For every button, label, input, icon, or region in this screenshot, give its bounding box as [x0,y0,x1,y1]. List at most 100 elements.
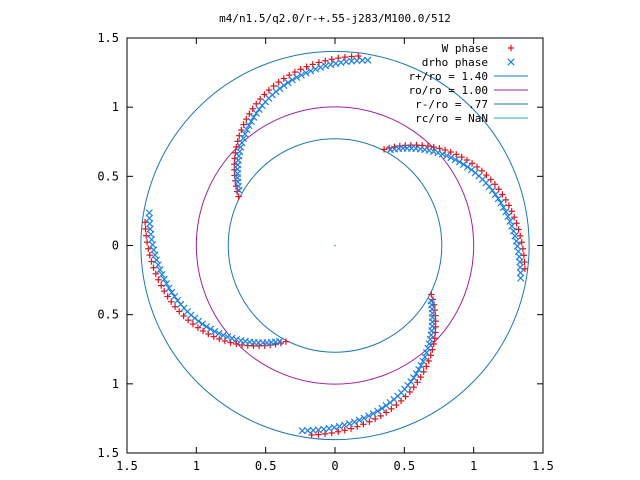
cross-b [425,340,433,348]
marker-cross [382,401,390,410]
marker-cross [419,357,427,365]
cross-b [502,208,510,216]
cross-b [243,126,251,134]
marker-cross [158,270,166,279]
marker-plus [463,156,471,164]
cross-b [219,331,227,339]
cross-b [211,327,219,335]
marker-cross [355,416,363,424]
cross-b [280,81,288,90]
cross-b [183,307,192,316]
cross-b [482,179,490,187]
marker-cross [307,67,315,75]
marker-plus [495,186,502,193]
cross-b [511,232,519,240]
cross-b [177,300,185,308]
reference-circles [140,50,530,441]
axes: 1.5 1 0.5 0 0.5 1 1.51.510.500.511.5 [97,31,554,473]
marker-plus [142,225,149,233]
cross-b [434,149,442,157]
marker-cross [243,126,251,134]
legend-marker-1 [507,58,515,66]
marker-plus [291,68,299,76]
marker-plus [518,239,525,246]
marker-cross [424,344,432,352]
marker-plus [355,52,362,60]
marker-plus [141,219,149,226]
marker-cross [170,292,179,301]
cross-b [424,344,432,352]
cross-b [463,163,472,171]
cross-b [145,209,153,217]
cross-b [330,423,338,432]
marker-cross [374,407,382,415]
marker-plus [315,431,322,438]
marker-cross [245,121,253,130]
marker-cross [504,212,512,221]
x-tick-label: 0.5 [255,459,277,473]
marker-plus [393,401,400,409]
cross-b [517,274,525,282]
x-tick-label: 1 [470,459,477,473]
cross-b [162,280,171,288]
legend-label-0: W phase [442,42,488,55]
marker-cross [350,418,359,426]
marker-plus [348,53,355,60]
marker-plus [303,63,310,70]
marker-plus [168,298,175,305]
y-tick-label: 0 [112,239,119,253]
cross-b [340,421,349,429]
y-tick-label: 0.5 [97,308,119,322]
marker-cross [443,152,451,160]
cross-b [302,69,310,77]
marker-cross [198,320,207,328]
marker-plus [297,66,304,73]
x-tick-label: 1 [193,459,200,473]
cross-b [504,212,512,221]
cross-b [236,147,244,156]
cross-b [455,158,464,166]
marker-plus [483,171,490,179]
marker-plus [430,143,437,151]
marker-cross [502,208,510,216]
cross-b [309,426,317,434]
marker-plus [517,232,524,240]
plot-area [334,244,336,247]
marker-cross [162,280,171,288]
marker-cross [238,139,246,147]
marker-cross [165,284,173,292]
cross-b [426,335,434,344]
cross-b [247,117,255,125]
cross-b [232,335,241,344]
cross-b [337,58,345,67]
legend-circle-label-1: ro/ro = 1.00 [409,84,488,97]
marker-cross [447,153,455,162]
marker-cross [224,333,232,341]
cross-b [238,139,246,147]
marker-plus [246,110,253,118]
marker-cross [194,317,203,325]
cross-b [156,266,164,274]
marker-plus [508,208,515,215]
marker-cross [511,232,519,240]
marker-cross [506,217,514,225]
marker-cross [429,147,438,156]
cross-b [407,378,415,386]
cross-b [419,357,427,365]
marker-plus [238,126,245,134]
marker-cross [412,370,420,378]
cross-b [365,412,373,420]
marker-plus [270,82,277,90]
cross-b [187,311,195,319]
marker-cross [386,146,395,154]
marker-cross [239,134,248,143]
marker-plus [424,142,432,150]
cross-b [311,65,320,73]
marker-plus [341,427,348,434]
cross-b [297,71,305,79]
marker-plus [275,78,282,86]
marker-plus [521,258,528,266]
marker-cross [316,63,325,72]
marker-cross [156,266,164,274]
